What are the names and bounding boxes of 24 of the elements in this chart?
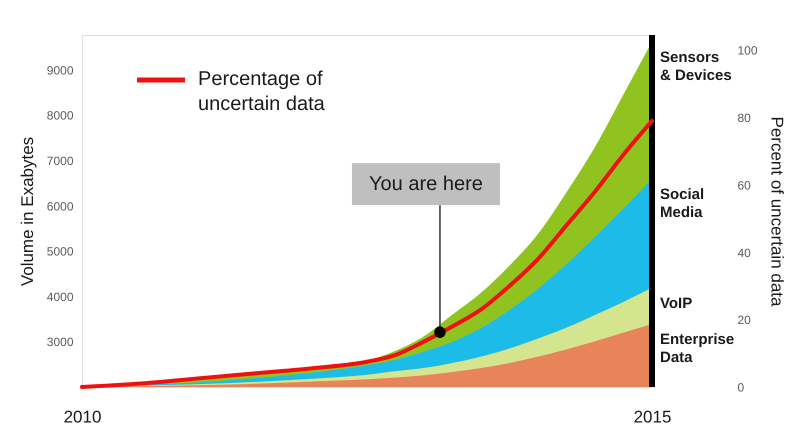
y-axis-title: Volume in Exabytes (18, 136, 37, 286)
y-tick-label: 7000 (46, 154, 74, 168)
series-label: Enterprise Data (660, 331, 734, 366)
line-series (80, 118, 654, 389)
y2-tick-label: 0 (738, 380, 744, 394)
x-tick-label: 2015 (634, 408, 672, 426)
series-label: Sensors & Devices (660, 48, 732, 84)
series-label: Social Media (660, 186, 704, 222)
y-tick-label: 6000 (46, 199, 74, 214)
y2-tick-label: 100 (738, 44, 758, 58)
legend-label: Percentage of uncertain data (198, 68, 326, 115)
series-label: VoIP (660, 294, 692, 312)
y-tick-label: 9000 (46, 63, 74, 78)
y2-tick-label: 80 (738, 111, 752, 126)
y-tick-label: 4000 (46, 290, 74, 304)
y2-axis-title: Percent of uncertain data (768, 116, 787, 308)
y-tick-label: 8000 (46, 108, 74, 123)
y-tick-label: 3000 (46, 335, 74, 350)
y-tick-label: 5000 (46, 244, 74, 259)
x-tick-label: 2010 (64, 408, 102, 426)
annotation: You are here (369, 173, 483, 196)
y2-tick-label: 20 (738, 313, 752, 328)
y2-tick-label: 60 (738, 178, 752, 192)
y2-tick-label: 40 (738, 246, 752, 260)
